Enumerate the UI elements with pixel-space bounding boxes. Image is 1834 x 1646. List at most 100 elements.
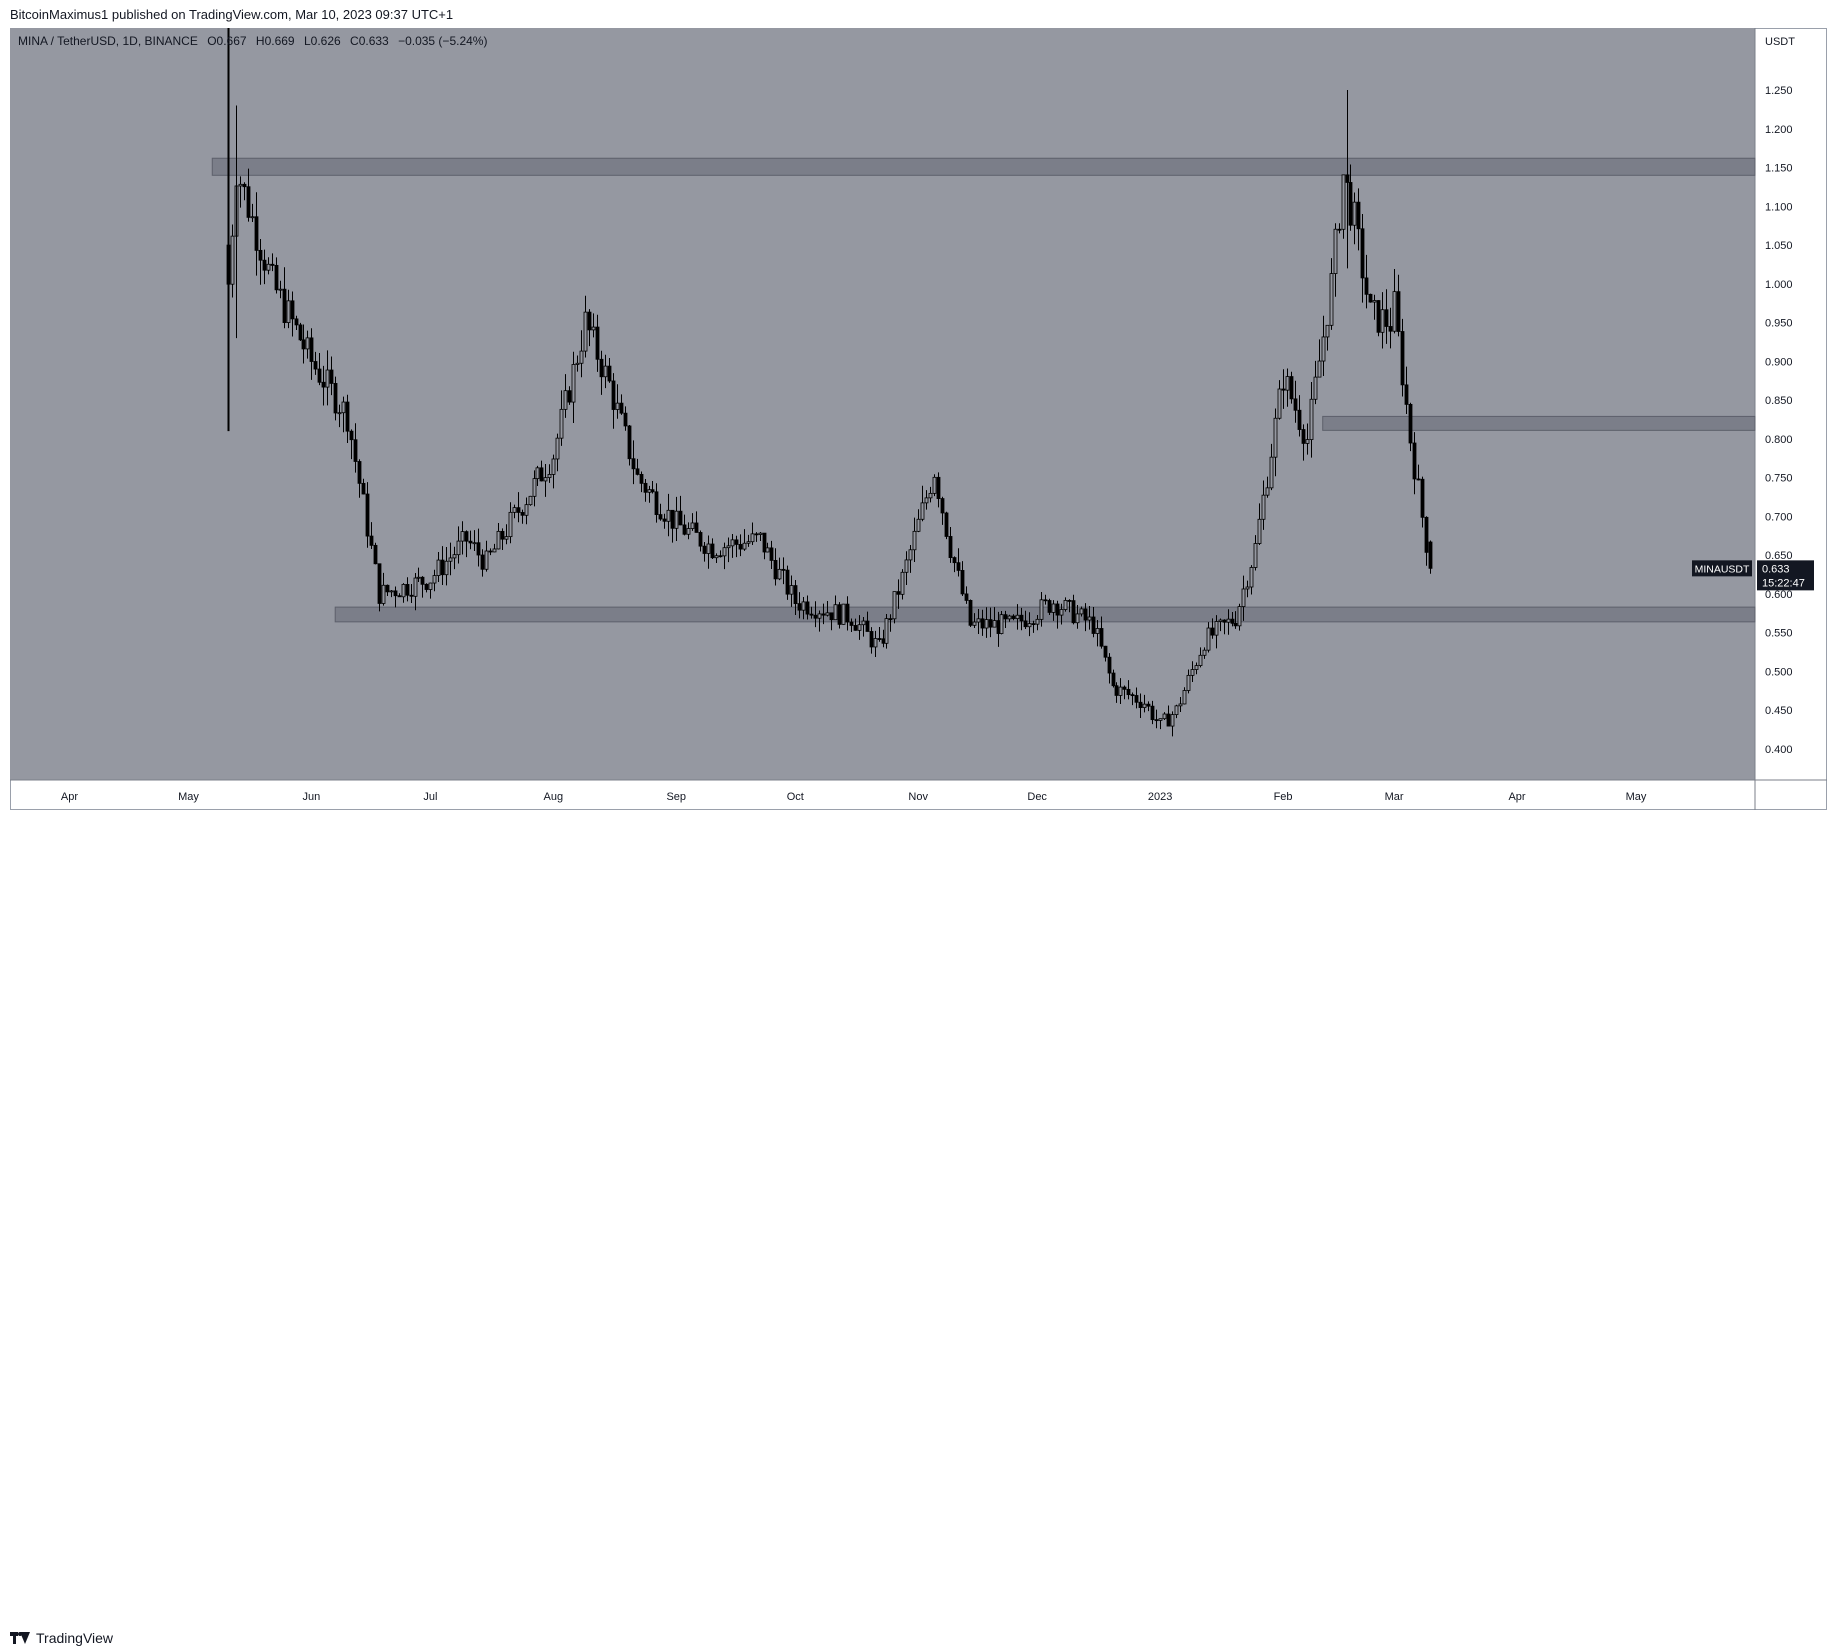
plot-area[interactable]: [10, 28, 1755, 780]
support-resistance-zone[interactable]: [334, 606, 1756, 623]
support-resistance-zone[interactable]: [211, 157, 1756, 176]
candle-body: [1305, 439, 1310, 444]
candle-body: [397, 595, 402, 598]
candle-body: [1087, 616, 1092, 621]
candle-body: [1237, 606, 1242, 627]
price-tick-label: 1.150: [1765, 163, 1793, 175]
candle-body: [424, 583, 429, 590]
candle-body: [1273, 417, 1278, 458]
candle-body: [587, 311, 592, 331]
candle-body: [1396, 291, 1401, 332]
candle-body: [563, 390, 568, 410]
candle-body: [1313, 376, 1318, 400]
candle-body: [365, 493, 370, 537]
price-tick-label: 0.700: [1765, 511, 1793, 523]
symbol-price-tag[interactable]: [1692, 560, 1752, 577]
candle-body: [738, 544, 743, 550]
candle-body: [1400, 331, 1405, 386]
candle-body: [1222, 619, 1227, 623]
candle-body: [678, 510, 683, 526]
candle-body: [1226, 618, 1231, 623]
candle-body: [1321, 336, 1326, 362]
candle-body: [1301, 429, 1306, 444]
candle-body: [1412, 442, 1417, 480]
open-value: 0.667: [216, 34, 247, 48]
candle-body: [436, 559, 441, 576]
price-tick-label: 0.850: [1765, 395, 1793, 407]
low-value: 0.626: [310, 34, 341, 48]
candle-body: [393, 590, 398, 597]
candle-body: [781, 568, 786, 571]
candle-body: [1360, 228, 1365, 279]
candle-body: [857, 624, 862, 631]
candle-body: [567, 390, 572, 403]
publish-details: published on TradingView.com, Mar 10, 20…: [111, 7, 454, 22]
candle-body: [706, 543, 711, 554]
candle-body: [873, 638, 878, 648]
candle-body: [1218, 619, 1223, 622]
tradingview-logo[interactable]: TradingView: [10, 1630, 113, 1646]
candle-body: [258, 249, 263, 261]
candle-body: [750, 533, 755, 543]
time-tick-label: May: [1626, 791, 1647, 803]
last-price-tag[interactable]: [1757, 560, 1814, 591]
candle-body: [809, 613, 814, 616]
chart[interactable]: USDT 1.250 1.200 1.150 1.100 1.050 1.000 0.950 0…: [0, 0, 1834, 812]
tradingview-logo-icon: [10, 1632, 30, 1644]
candle-body: [1019, 614, 1024, 622]
candle-body: [278, 288, 283, 291]
candle-body: [607, 365, 612, 382]
candle-body: [488, 550, 493, 553]
candle-body: [1309, 398, 1314, 440]
candle-body: [571, 364, 576, 403]
candle-body: [972, 621, 977, 626]
candle-body: [575, 362, 580, 365]
candle-body: [841, 603, 846, 625]
candles[interactable]: [226, 28, 1433, 737]
candle-body: [504, 536, 509, 540]
candle-body: [627, 425, 632, 460]
candle-body: [480, 554, 485, 570]
candle-body: [813, 614, 818, 619]
symbol-description[interactable]: MINA / TetherUSD, 1D, BINANCE: [18, 34, 198, 48]
candle-body: [916, 518, 921, 532]
candle-body: [329, 369, 334, 384]
candle-body: [1055, 603, 1060, 616]
candle-body: [1420, 478, 1425, 518]
candle-body: [357, 461, 362, 484]
candle-body: [524, 504, 529, 516]
candle-body: [599, 358, 604, 378]
candle-body: [516, 507, 521, 513]
candle-body: [1099, 628, 1104, 647]
candle-body: [341, 401, 346, 414]
candle-body: [666, 509, 671, 522]
time-tick-label: Apr: [1508, 791, 1525, 803]
publisher-name[interactable]: BitcoinMaximus1: [10, 7, 109, 22]
price-tick-label: 1.200: [1765, 124, 1793, 136]
candle-body: [1269, 456, 1274, 489]
candle-body: [472, 542, 477, 545]
time-tick-label: Jun: [303, 791, 321, 803]
candle-body: [1194, 665, 1199, 670]
candle-body: [1103, 645, 1108, 658]
candle-body: [591, 326, 596, 331]
time-tick-label: Feb: [1274, 791, 1293, 803]
candle-body: [877, 638, 882, 640]
candle-body: [670, 509, 675, 529]
candle-body: [1186, 674, 1191, 691]
candle-body: [1348, 182, 1353, 226]
candle-body: [1051, 603, 1056, 613]
support-resistance-zone[interactable]: [1322, 415, 1756, 431]
candle-body: [496, 530, 501, 550]
candle-body: [1071, 600, 1076, 624]
candle-body: [892, 591, 897, 620]
candle-body: [1261, 494, 1266, 520]
candle-body: [920, 502, 925, 520]
candle-body: [936, 476, 941, 499]
candle-body: [1376, 300, 1381, 333]
axis-unit-label: USDT: [1765, 36, 1795, 48]
candle-body: [730, 539, 735, 547]
candle-body: [1325, 324, 1330, 338]
candle-body: [817, 613, 822, 619]
time-tick-label: Nov: [908, 791, 928, 803]
